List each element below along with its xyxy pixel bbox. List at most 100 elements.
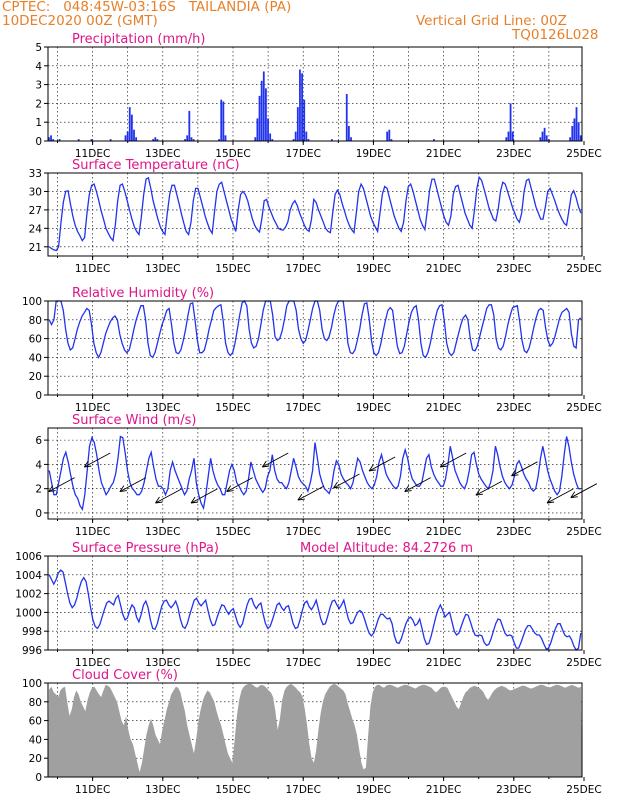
rh-ytick-label: 0 [35, 390, 42, 402]
precip-bar [126, 131, 129, 141]
wind-arrow-shaft [511, 461, 538, 477]
precip-bar [547, 139, 550, 141]
temp-xtick-label: 13DEC [145, 263, 180, 275]
wind-xtick-label: 21DEC [426, 526, 461, 538]
temp-frame [47, 172, 583, 257]
rh-xtick-label: 19DEC [356, 402, 391, 414]
temp-xtick-label: 19DEC [356, 263, 391, 275]
wind-arrow-head [190, 496, 199, 504]
precip-bar [541, 131, 544, 141]
header-grid-note: Vertical Grid Line: 00Z [416, 13, 567, 29]
cloud-xtick-label: 11DEC [75, 784, 110, 796]
temp-ytick-label: 21 [29, 242, 42, 254]
header-station: CPTEC: 048:45W-03:16S TAILANDIA (PA) [2, 0, 292, 15]
temp-xtick-label: 21DEC [426, 263, 461, 275]
wind-arrow-head [368, 464, 377, 472]
precip-bar [135, 137, 138, 141]
precip-bar [386, 131, 389, 141]
wind-arrow-shaft [368, 456, 396, 472]
cloud-title: Cloud Cover (%) [72, 668, 178, 683]
wind-xtick-label: 15DEC [215, 526, 250, 538]
wind-arrow-shaft [404, 477, 431, 492]
wind-arrow-head [48, 485, 56, 493]
precip-bar [543, 127, 546, 141]
wind-arrow-head [261, 460, 270, 468]
precip-bar [505, 137, 508, 141]
temp-xtick-label: 17DEC [285, 263, 320, 275]
pressure-ytick-label: 1004 [15, 570, 42, 582]
cloud-xtick-label: 21DEC [426, 784, 461, 796]
precip-bar [260, 80, 263, 141]
precip-bar [152, 139, 155, 141]
precip-bar [186, 135, 189, 141]
precip-bar [190, 137, 193, 141]
rh-xtick-label: 23DEC [496, 402, 531, 414]
rh-xtick-label: 21DEC [426, 402, 461, 414]
rh-series-line [48, 299, 582, 359]
pressure-frame [47, 555, 583, 651]
wind-arrow-head [155, 496, 163, 504]
wind-arrow-head [83, 460, 92, 468]
precip-bar [256, 118, 259, 141]
temp-xtick-label: 11DEC [75, 263, 110, 275]
cloud-xtick-label: 23DEC [496, 784, 531, 796]
pressure-series-line [48, 569, 582, 651]
cloud-ytick-label: 40 [29, 734, 42, 746]
precip-bar [109, 139, 112, 141]
precip-bar [292, 139, 295, 141]
precip-bar [511, 131, 514, 141]
cloud-area [48, 683, 582, 777]
temp-xtick-label: 23DEC [496, 263, 531, 275]
wind-arrow-shaft [155, 488, 182, 504]
rh-title: Relative Humidity (%) [72, 286, 214, 301]
wind-panel: 0 2 4 6 11DEC 13DEC 15DEC 17DEC 19DEC 21DEC 23DEC 2… [35, 413, 601, 538]
precip-bar [188, 110, 191, 141]
pressure-ytick-label: 1006 [15, 551, 42, 563]
precip-bar [218, 139, 221, 141]
wind-arrow-shaft [546, 488, 574, 504]
cloud-ytick-label: 100 [22, 678, 42, 690]
precip-bar [390, 139, 393, 141]
cloud-xtick-label: 15DEC [215, 784, 250, 796]
pressure-annotation: Model Altitude: 84.2726 m [300, 541, 473, 556]
precip-xtick-label: 13DEC [145, 148, 180, 160]
wind-xtick-label: 23DEC [496, 526, 531, 538]
pressure-xtick-label: 11DEC [75, 657, 110, 669]
pressure-xtick-label: 19DEC [356, 657, 391, 669]
wind-xtick-label: 19DEC [356, 526, 391, 538]
precip-bar [571, 125, 574, 141]
precip-bar [156, 139, 159, 141]
pressure-ytick-label: 998 [22, 626, 42, 638]
wind-arrow-head [546, 496, 555, 504]
precip-ytick-label: 3 [35, 80, 42, 92]
cloud-xtick-label: 13DEC [145, 784, 180, 796]
wind-xtick-label: 25DEC [566, 526, 601, 538]
wind-arrow-shaft [190, 488, 218, 504]
precip-bar [154, 137, 157, 141]
pressure-title: Surface Pressure (hPa) [72, 541, 219, 556]
pressure-xtick-label: 25DEC [566, 657, 601, 669]
wind-arrow-head [475, 488, 483, 496]
rh-ytick-label: 100 [22, 296, 42, 308]
precip-bar [258, 95, 261, 141]
precip-bar [262, 71, 265, 141]
cloud-panel: 0 20 40 60 80 100 11DEC 13DEC 15DEC 17DEC 19DEC 21D… [22, 668, 602, 796]
wind-ytick-label: 6 [35, 435, 42, 447]
pressure-xtick-label: 21DEC [426, 657, 461, 669]
pressure-ytick-label: 1002 [15, 589, 42, 601]
precip-bar [90, 139, 93, 141]
cloud-ytick-label: 80 [29, 697, 42, 709]
precip-bar [220, 99, 223, 141]
precip-xtick-label: 11DEC [75, 148, 110, 160]
rh-xtick-label: 25DEC [566, 402, 601, 414]
precip-bar [128, 107, 131, 141]
precip-bar [294, 131, 297, 141]
precip-xtick-label: 17DEC [285, 148, 320, 160]
wind-arrow-shaft [84, 452, 111, 468]
rh-ytick-label: 60 [29, 334, 42, 346]
precip-bar [271, 139, 274, 141]
wind-arrow-shaft [48, 477, 75, 492]
precip-bar [575, 107, 578, 141]
precip-xtick-label: 21DEC [426, 148, 461, 160]
precip-bar [299, 69, 301, 141]
